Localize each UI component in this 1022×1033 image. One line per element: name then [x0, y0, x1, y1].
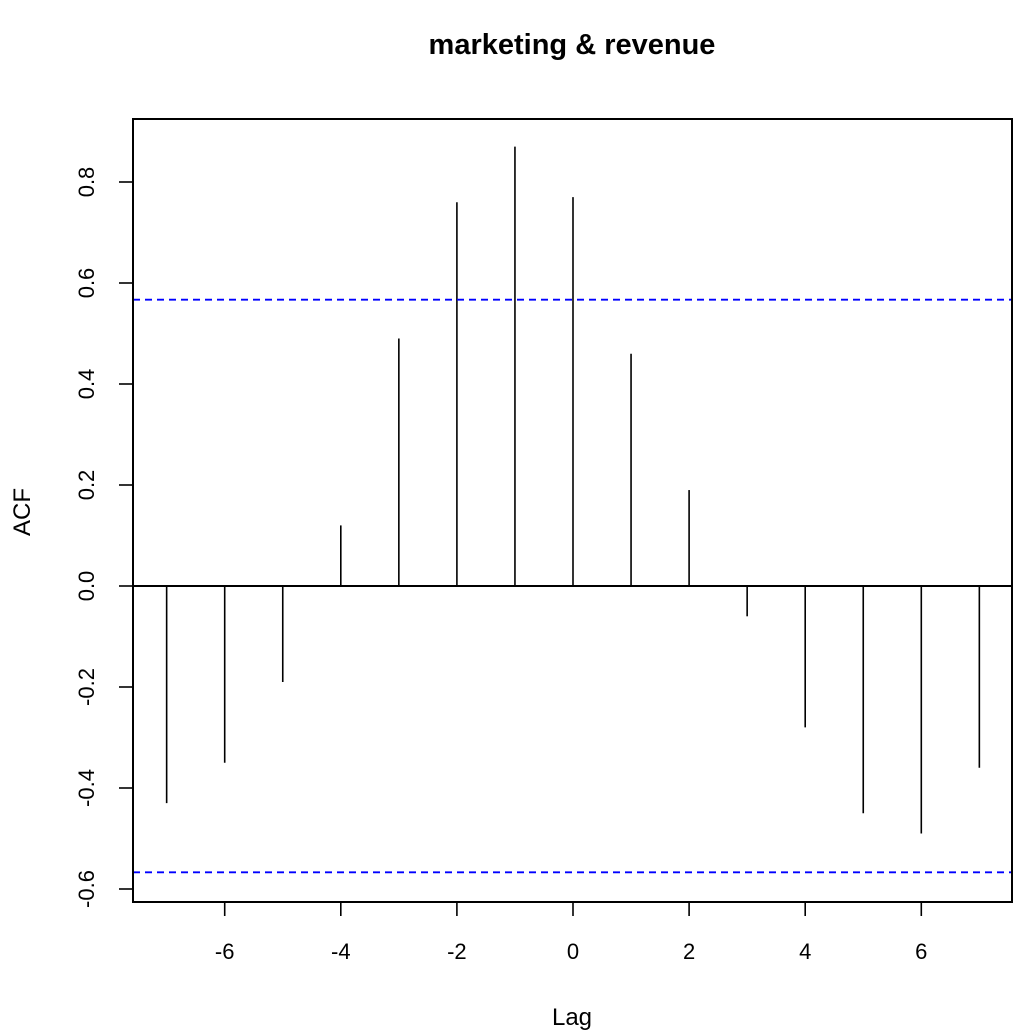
y-tick-label: 0.2	[74, 470, 99, 501]
confidence-bounds	[133, 298, 1012, 874]
y-axis: -0.6 -0.4 -0.2 0.0 0.2 0.4 0.6 0.8	[74, 167, 134, 908]
y-axis-label: ACF	[9, 488, 36, 536]
x-axis: -6 -4 -2 0 2 4 6	[215, 901, 927, 964]
y-tick-label: -0.6	[74, 870, 99, 908]
lag-bars	[165, 146, 981, 834]
x-tick-label: 0	[567, 939, 579, 964]
x-tick-label: -2	[447, 939, 467, 964]
x-tick-label: 6	[915, 939, 927, 964]
y-tick-label: 0.0	[74, 571, 99, 602]
y-tick-label: -0.2	[74, 668, 99, 706]
y-tick-label: -0.4	[74, 769, 99, 807]
x-tick-label: -4	[331, 939, 351, 964]
x-tick-label: 4	[799, 939, 811, 964]
x-axis-label: Lag	[552, 1004, 592, 1031]
x-tick-label: 2	[683, 939, 695, 964]
y-tick-label: 0.6	[74, 268, 99, 299]
chart-title: marketing & revenue	[429, 29, 716, 61]
x-tick-label: -6	[215, 939, 235, 964]
y-tick-label: 0.4	[74, 369, 99, 400]
y-tick-label: 0.8	[74, 167, 99, 198]
